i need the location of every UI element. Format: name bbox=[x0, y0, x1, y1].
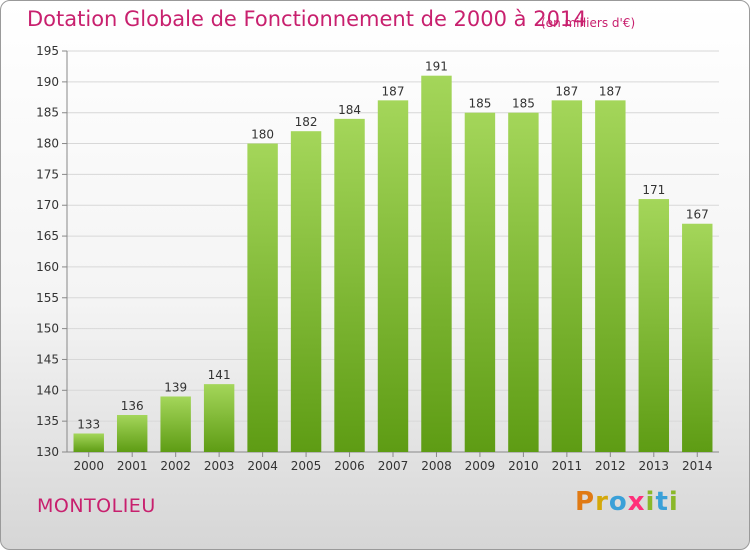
x-tick-label: 2014 bbox=[682, 459, 713, 473]
bar-2011 bbox=[551, 100, 583, 452]
x-tick-label: 2006 bbox=[334, 459, 365, 473]
bar-value-label: 171 bbox=[642, 183, 665, 197]
y-tick-label: 175 bbox=[36, 167, 59, 181]
proxiti-logo: Proxiti bbox=[575, 487, 679, 517]
bar-2002 bbox=[160, 396, 191, 452]
y-tick-label: 140 bbox=[36, 383, 59, 397]
y-tick-label: 190 bbox=[36, 75, 59, 89]
y-tick-label: 185 bbox=[36, 106, 59, 120]
x-tick-label: 2008 bbox=[421, 459, 452, 473]
x-tick-label: 2002 bbox=[160, 459, 191, 473]
x-tick-label: 2000 bbox=[73, 459, 104, 473]
bar-2014 bbox=[682, 223, 713, 452]
y-tick-label: 155 bbox=[36, 291, 59, 305]
bar-2001 bbox=[116, 414, 148, 452]
x-tick-label: 2007 bbox=[378, 459, 409, 473]
x-tick-label: 2013 bbox=[639, 459, 670, 473]
bar-value-label: 191 bbox=[425, 60, 448, 74]
x-tick-label: 2005 bbox=[291, 459, 322, 473]
x-tick-label: 2010 bbox=[508, 459, 539, 473]
bar-2003 bbox=[203, 384, 235, 452]
y-tick-label: 160 bbox=[36, 260, 59, 274]
y-tick-label: 195 bbox=[36, 44, 59, 58]
x-tick-label: 2009 bbox=[465, 459, 496, 473]
bar-value-label: 180 bbox=[251, 128, 274, 142]
y-tick-label: 180 bbox=[36, 137, 59, 151]
bar-2008 bbox=[421, 75, 452, 452]
bar-2012 bbox=[595, 100, 626, 452]
bar-2006 bbox=[334, 118, 365, 452]
y-tick-label: 170 bbox=[36, 198, 59, 212]
bar-value-label: 167 bbox=[686, 208, 709, 222]
bar-2005 bbox=[290, 131, 322, 452]
bar-2013 bbox=[638, 199, 670, 452]
bar-2004 bbox=[247, 143, 278, 453]
bar-2007 bbox=[377, 100, 409, 452]
bar-value-label: 182 bbox=[295, 115, 318, 129]
labels: 133 2000 136 2001 139 2002 141 2003 180 2004 182 20… bbox=[73, 60, 712, 473]
y-tick-label: 145 bbox=[36, 352, 59, 366]
x-tick-label: 2012 bbox=[595, 459, 626, 473]
commune-name: MONTOLIEU bbox=[37, 495, 156, 517]
x-tick-label: 2001 bbox=[117, 459, 148, 473]
y-tick-label: 150 bbox=[36, 322, 59, 336]
bar-2000 bbox=[73, 433, 104, 452]
bar-value-label: 187 bbox=[555, 84, 578, 98]
bar-value-label: 139 bbox=[164, 380, 187, 394]
bar-value-label: 141 bbox=[208, 368, 231, 382]
x-tick-label: 2004 bbox=[247, 459, 278, 473]
x-tick-label: 2011 bbox=[552, 459, 583, 473]
bar-value-label: 187 bbox=[599, 84, 622, 98]
bar-2010 bbox=[508, 112, 539, 452]
y-tick-label: 130 bbox=[36, 445, 59, 459]
bar-value-label: 136 bbox=[121, 399, 144, 413]
y-tick-label: 165 bbox=[36, 229, 59, 243]
bar-value-label: 184 bbox=[338, 103, 361, 117]
x-tick-label: 2003 bbox=[204, 459, 235, 473]
bar-2009 bbox=[464, 112, 496, 452]
bar-value-label: 185 bbox=[512, 97, 535, 111]
bars bbox=[73, 75, 713, 453]
chart-title: Dotation Globale de Fonctionnement de 20… bbox=[27, 7, 587, 31]
bar-value-label: 133 bbox=[77, 417, 100, 431]
axes: 130 135 140 145 150 155 160 165 170 175 180 185 190 1… bbox=[36, 44, 719, 459]
y-tick-label: 135 bbox=[36, 414, 59, 428]
chart-unit: (en milliers d'€) bbox=[541, 16, 636, 30]
bar-value-label: 187 bbox=[382, 84, 405, 98]
bar-value-label: 185 bbox=[468, 97, 491, 111]
